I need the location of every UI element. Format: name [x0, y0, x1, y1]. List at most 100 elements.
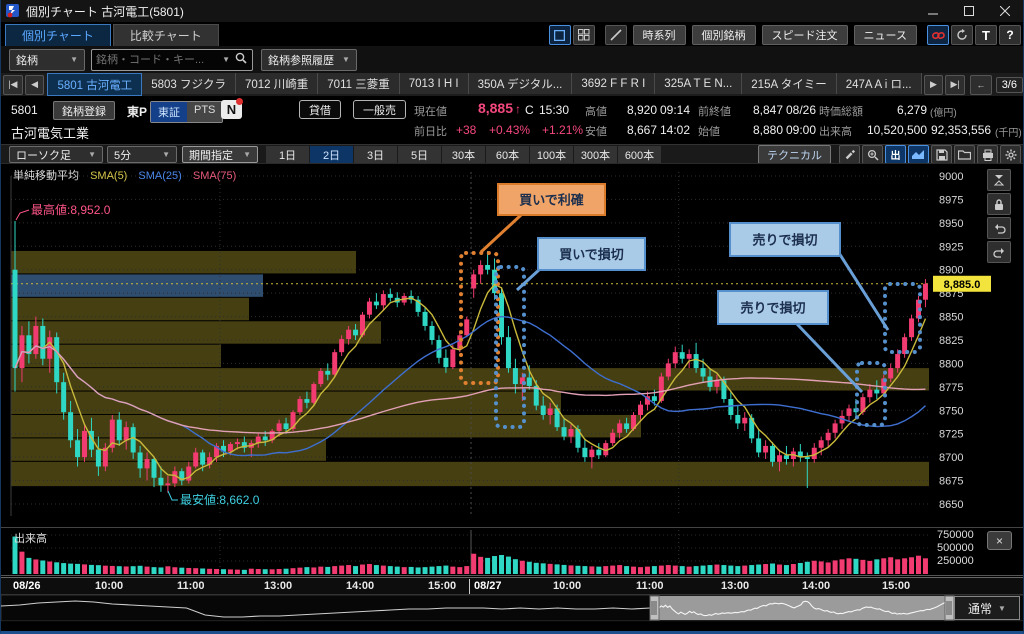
- day-low: 8,667: [626, 123, 657, 137]
- range-button-6[interactable]: 100本: [530, 146, 573, 163]
- hilo-markers: 最高値:8,952.0 最安値:8,662.0: [15, 202, 260, 507]
- settings-gear-icon[interactable]: [1000, 145, 1021, 164]
- annotation-box[interactable]: [494, 265, 526, 429]
- stock-tab-8[interactable]: 215A タイミー: [742, 73, 837, 94]
- interval-label: 5分: [114, 149, 132, 162]
- volume-chart[interactable]: [1, 527, 1024, 578]
- stock-tab-0[interactable]: 5801 古河電工: [47, 73, 143, 96]
- exchange-toggle-pts[interactable]: PTS: [187, 102, 223, 122]
- font-size-button[interactable]: T: [975, 25, 997, 45]
- folder-icon[interactable]: [954, 145, 975, 164]
- range-button-2[interactable]: 3日: [354, 146, 397, 163]
- margin-button[interactable]: 貸借: [299, 100, 341, 119]
- interval-dropdown[interactable]: 5分 ▼: [107, 146, 177, 163]
- period-dropdown[interactable]: 期間指定 ▼: [182, 146, 258, 163]
- sma25-legend[interactable]: SMA(25): [138, 170, 182, 182]
- svg-text:8900: 8900: [939, 265, 963, 277]
- search-dropdown-caret[interactable]: ▼: [222, 55, 230, 64]
- prev-tab-icon[interactable]: ◀: [24, 74, 45, 95]
- top-button-0[interactable]: 時系列: [632, 25, 686, 45]
- next-tab-icon[interactable]: ▶: [923, 74, 944, 95]
- svg-text:8775: 8775: [939, 382, 963, 394]
- sma-legend-title: 単純移動平均: [13, 170, 79, 182]
- stock-tab-7[interactable]: 325A T E N...: [655, 73, 743, 94]
- annotation-box[interactable]: [855, 361, 887, 427]
- refresh-icon[interactable]: [951, 25, 973, 45]
- redo-icon[interactable]: [987, 241, 1011, 263]
- help-button[interactable]: ?: [999, 25, 1021, 45]
- search-input[interactable]: [92, 53, 223, 66]
- lock-icon[interactable]: [987, 193, 1011, 215]
- current-price-tag: [933, 275, 991, 292]
- top-button-2[interactable]: スピード注文: [761, 25, 848, 45]
- print-icon[interactable]: [977, 145, 998, 164]
- symbol-history-button[interactable]: 銘柄参照履歴 ▼: [261, 48, 357, 71]
- layout-grid-icon[interactable]: [572, 25, 595, 45]
- volume-profile-icon[interactable]: 出: [885, 145, 906, 164]
- price-arrow-icon: ↑: [515, 102, 521, 116]
- range-button-7[interactable]: 300本: [574, 146, 617, 163]
- chart-type-dropdown[interactable]: ローソク足 ▼: [9, 146, 103, 163]
- exchange-toggle-tse[interactable]: 東証: [151, 102, 187, 122]
- search-icon[interactable]: [235, 51, 247, 69]
- register-stock-button[interactable]: 銘柄登録: [53, 101, 115, 120]
- minimize-button[interactable]: [915, 0, 951, 22]
- annotation-label[interactable]: [497, 183, 606, 216]
- undo-icon[interactable]: [987, 217, 1011, 239]
- chart-style-icon[interactable]: [908, 145, 929, 164]
- layout-single-icon[interactable]: [548, 25, 571, 45]
- first-tab-icon[interactable]: |◀: [3, 74, 23, 95]
- annotation-box[interactable]: [883, 282, 922, 354]
- open-price: 8,880: [752, 123, 783, 137]
- chart-navigator[interactable]: [1, 594, 1023, 622]
- session-divider: [469, 579, 470, 594]
- turnover-unit: (千円): [995, 128, 1022, 139]
- navigator-range-dropdown[interactable]: 通常 ▼: [954, 596, 1020, 620]
- stock-tab-3[interactable]: 7011 三菱重: [318, 73, 400, 94]
- maximize-button[interactable]: [951, 0, 987, 22]
- range-button-5[interactable]: 60本: [486, 146, 529, 163]
- navigator-range-label: 通常: [968, 601, 993, 616]
- save-icon[interactable]: [931, 145, 952, 164]
- technical-button[interactable]: テクニカル: [758, 145, 831, 164]
- top-button-1[interactable]: 個別銘柄: [691, 25, 756, 45]
- range-button-1[interactable]: 2日: [310, 146, 353, 163]
- scale-fit-icon[interactable]: [987, 169, 1011, 191]
- view-tab-row: 個別チャート 比較チャート 時系列 個別銘柄 スピード注文 ニュース T ?: [1, 22, 1023, 46]
- price-chart[interactable]: 8650867587008725875087758800882588508875…: [1, 163, 1024, 528]
- back-icon[interactable]: ←: [970, 74, 992, 95]
- stock-tab-5[interactable]: 350A デジタル...: [468, 73, 573, 94]
- symbol-dropdown[interactable]: 銘柄 ▼: [9, 48, 85, 71]
- sma75-legend[interactable]: SMA(75): [192, 170, 237, 182]
- open-time: 09:00: [786, 123, 817, 137]
- close-button[interactable]: [987, 0, 1023, 22]
- top-button-3[interactable]: ニュース: [853, 25, 917, 45]
- news-icon[interactable]: N: [221, 100, 242, 119]
- range-button-0[interactable]: 1日: [266, 146, 309, 163]
- annotation-label[interactable]: [729, 222, 841, 257]
- stock-tab-1[interactable]: 5803 フジクラ: [142, 73, 236, 94]
- svg-text:9000: 9000: [939, 171, 963, 183]
- stock-tab-4[interactable]: 7013 I H I: [399, 73, 469, 94]
- navigator-viewport[interactable]: [659, 596, 945, 620]
- last-tab-icon[interactable]: ▶|: [945, 74, 965, 95]
- range-button-8[interactable]: 600本: [618, 146, 661, 163]
- annotation-label[interactable]: [537, 237, 646, 271]
- annotation-label[interactable]: [717, 290, 829, 325]
- range-button-4[interactable]: 30本: [442, 146, 485, 163]
- tab-compare-chart[interactable]: 比較チャート: [112, 24, 219, 46]
- draw-icon[interactable]: [839, 145, 860, 164]
- volume-close-icon[interactable]: ×: [987, 531, 1012, 550]
- draw-line-icon[interactable]: [604, 25, 627, 45]
- stock-tab-6[interactable]: 3692 F F R I: [572, 73, 656, 94]
- annotation-box[interactable]: [459, 251, 500, 385]
- tab-individual-chart[interactable]: 個別チャート: [5, 24, 111, 46]
- sma5-legend[interactable]: SMA(5): [90, 170, 128, 182]
- stock-tab-9[interactable]: 247A A i ロ...: [836, 73, 922, 94]
- general-sell-button[interactable]: 一般売: [353, 100, 406, 119]
- link-icon[interactable]: [927, 25, 949, 45]
- stock-tab-2[interactable]: 7012 川崎重: [236, 73, 319, 94]
- range-button-3[interactable]: 5日: [398, 146, 441, 163]
- time-axis-label: 10:00: [553, 580, 582, 592]
- zoom-icon[interactable]: [862, 145, 883, 164]
